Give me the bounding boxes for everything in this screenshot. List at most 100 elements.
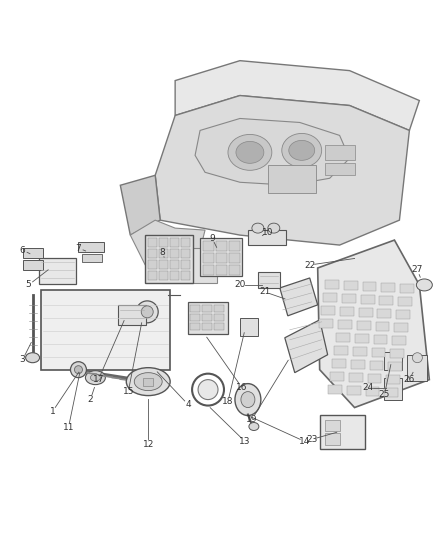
Bar (366, 386, 379, 395)
Bar (325, 433, 339, 446)
Text: 10: 10 (262, 228, 274, 237)
Text: 2: 2 (88, 395, 93, 404)
Text: 25: 25 (379, 390, 390, 399)
Bar (350, 360, 364, 369)
Ellipse shape (134, 373, 162, 391)
Bar (159, 271, 168, 280)
Bar (148, 260, 157, 269)
Polygon shape (130, 220, 205, 265)
Bar (321, 306, 335, 315)
Ellipse shape (282, 133, 321, 167)
Ellipse shape (235, 384, 261, 416)
Bar (375, 322, 389, 331)
Text: 16: 16 (236, 383, 247, 392)
Ellipse shape (268, 223, 280, 233)
Bar (216, 265, 227, 275)
Bar (39, 258, 77, 284)
Text: 7: 7 (76, 244, 81, 253)
Bar (320, 415, 364, 449)
Bar (359, 308, 372, 317)
Ellipse shape (417, 279, 432, 291)
Bar (325, 280, 339, 289)
Ellipse shape (249, 423, 259, 431)
Polygon shape (175, 61, 419, 131)
Text: 3: 3 (20, 355, 25, 364)
Bar (202, 323, 212, 330)
Text: 9: 9 (209, 233, 215, 243)
Bar (328, 385, 342, 393)
Bar (170, 249, 179, 258)
Text: 5: 5 (26, 280, 32, 289)
Bar (396, 310, 410, 319)
Bar (338, 320, 352, 329)
Bar (390, 349, 404, 358)
Ellipse shape (71, 362, 86, 378)
Bar (78, 242, 104, 252)
Bar (170, 238, 179, 247)
Ellipse shape (241, 392, 255, 408)
Bar (346, 385, 360, 394)
Bar (216, 241, 227, 251)
Ellipse shape (141, 306, 153, 318)
Bar (400, 284, 414, 293)
Bar (385, 352, 403, 370)
Bar (203, 265, 214, 275)
Text: 8: 8 (159, 247, 165, 256)
Ellipse shape (413, 353, 422, 362)
Text: 21: 21 (259, 287, 271, 296)
Ellipse shape (126, 368, 170, 395)
Polygon shape (195, 118, 350, 185)
Text: 24: 24 (362, 383, 373, 392)
Bar (229, 265, 240, 275)
Text: 14: 14 (299, 437, 311, 446)
Bar (395, 323, 408, 332)
Bar (386, 375, 400, 384)
Bar (325, 146, 355, 160)
Bar (258, 272, 280, 288)
Ellipse shape (74, 366, 82, 374)
Bar (200, 238, 242, 276)
Ellipse shape (25, 353, 39, 362)
Text: 20: 20 (234, 280, 246, 289)
Bar (41, 290, 170, 370)
Bar (170, 260, 179, 269)
Text: 4: 4 (185, 400, 191, 409)
Bar (379, 296, 393, 305)
Bar (162, 248, 217, 283)
Bar (392, 336, 406, 345)
Bar (148, 238, 157, 247)
Bar (374, 335, 388, 344)
Bar (203, 253, 214, 263)
Bar (214, 314, 224, 321)
Ellipse shape (85, 370, 106, 385)
Bar (214, 323, 224, 330)
Bar (240, 318, 258, 336)
Ellipse shape (228, 134, 272, 171)
Bar (148, 249, 157, 258)
Bar (381, 283, 396, 292)
Bar (202, 314, 212, 321)
Polygon shape (155, 95, 410, 245)
Bar (385, 378, 403, 400)
Bar (378, 309, 392, 318)
Bar (190, 314, 200, 321)
Text: 23: 23 (306, 435, 318, 444)
Bar (389, 362, 403, 370)
Bar (23, 248, 42, 258)
Ellipse shape (198, 379, 218, 400)
Bar (229, 253, 240, 263)
Bar (319, 319, 332, 328)
Bar (229, 241, 240, 251)
Bar (159, 238, 168, 247)
Bar (159, 260, 168, 269)
Text: 11: 11 (63, 423, 74, 432)
Bar (399, 297, 413, 306)
Ellipse shape (252, 223, 264, 233)
Bar (325, 419, 339, 432)
Polygon shape (318, 240, 429, 408)
Bar (332, 359, 346, 368)
Polygon shape (280, 278, 318, 316)
Text: 19: 19 (246, 415, 258, 424)
Bar (343, 281, 357, 290)
Bar (159, 249, 168, 258)
